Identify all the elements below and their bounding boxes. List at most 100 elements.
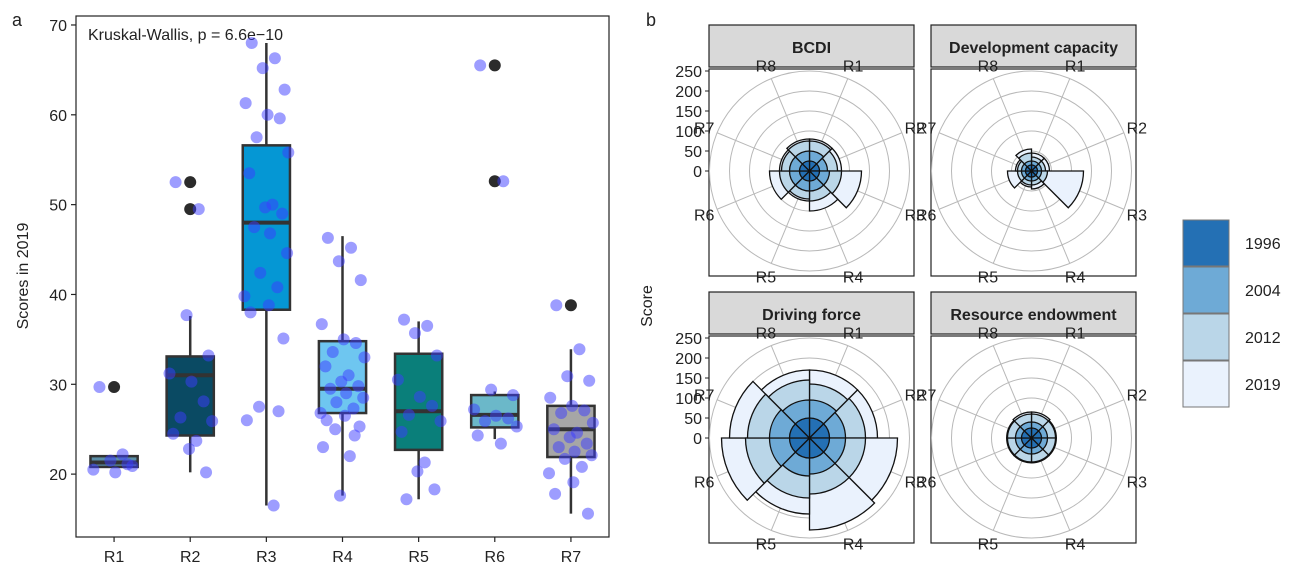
- data-point: [243, 167, 256, 180]
- data-point: [348, 429, 361, 442]
- grid-circle: [709, 70, 910, 272]
- data-point: [200, 466, 213, 479]
- r-tick-label: 250: [675, 331, 702, 348]
- data-point: [277, 332, 290, 345]
- y-tick-label: 30: [49, 377, 67, 394]
- grid-circle: [709, 337, 910, 539]
- data-point: [180, 309, 193, 322]
- data-point: [428, 483, 441, 496]
- data-point: [353, 420, 366, 433]
- data-point: [400, 493, 413, 506]
- outlier-point: [488, 175, 501, 188]
- data-point: [550, 299, 563, 312]
- data-point: [471, 429, 484, 442]
- outlier-point: [108, 380, 121, 393]
- data-point: [563, 431, 576, 444]
- data-point: [185, 375, 198, 388]
- data-point: [568, 445, 581, 458]
- data-point: [239, 97, 252, 110]
- data-point: [566, 399, 579, 412]
- r-tick-label: 250: [675, 64, 702, 81]
- data-point: [167, 427, 180, 440]
- data-point: [547, 423, 560, 436]
- data-point: [585, 449, 598, 462]
- data-point: [479, 415, 492, 428]
- data-point: [262, 299, 275, 312]
- data-point: [434, 415, 447, 428]
- data-point: [238, 290, 251, 303]
- legend-label: 1996: [1245, 236, 1281, 253]
- data-point: [430, 349, 443, 362]
- grid-circle: [951, 90, 1112, 252]
- data-point: [358, 351, 371, 364]
- polar-bar: [1023, 427, 1033, 440]
- data-point: [340, 387, 353, 400]
- category-label: R5: [978, 536, 999, 553]
- data-point: [317, 441, 330, 454]
- data-point: [261, 108, 274, 121]
- data-point: [330, 396, 343, 409]
- kruskal-wallis-annotation: Kruskal-Wallis, p = 6.6e−10: [88, 27, 283, 44]
- y-axis-label: Scores in 2019: [15, 223, 32, 330]
- x-tick-label: R3: [256, 549, 277, 566]
- data-point: [332, 255, 345, 268]
- data-point: [510, 420, 523, 433]
- data-point: [337, 333, 350, 346]
- category-label: R8: [978, 59, 999, 76]
- y-tick-label: 50: [49, 198, 67, 215]
- r-tick-label: 200: [675, 84, 702, 101]
- facet-title: Driving force: [762, 307, 861, 324]
- score-axis-label: Score: [639, 285, 656, 327]
- data-point: [418, 456, 431, 469]
- data-point: [395, 425, 408, 438]
- r-tick-label: 0: [693, 431, 702, 448]
- data-point: [580, 437, 593, 450]
- data-point: [494, 437, 507, 450]
- data-point: [315, 318, 328, 331]
- data-point: [567, 476, 580, 489]
- x-tick-label: R2: [180, 549, 201, 566]
- x-tick-label: R6: [485, 549, 506, 566]
- legend: 1996 2004 2012 2019: [1182, 219, 1281, 408]
- data-point: [272, 405, 285, 418]
- category-label: R2: [1127, 120, 1148, 137]
- grid-circle: [931, 70, 1132, 272]
- data-point: [586, 416, 599, 429]
- data-point: [421, 319, 434, 332]
- data-point: [335, 375, 348, 388]
- facet-strip: [930, 24, 1137, 68]
- data-point: [273, 112, 286, 125]
- category-label: R4: [843, 536, 864, 553]
- x-tick-label: R1: [104, 549, 125, 566]
- data-point: [426, 399, 439, 412]
- grid-circle: [951, 357, 1112, 519]
- grid-circle: [991, 397, 1072, 479]
- data-point: [581, 507, 594, 520]
- data-point: [357, 391, 370, 404]
- data-point: [163, 367, 176, 380]
- data-point: [281, 247, 294, 260]
- data-point: [256, 62, 269, 75]
- data-point: [259, 201, 272, 214]
- data-point: [555, 407, 568, 420]
- y-tick-label: 70: [49, 18, 67, 35]
- data-point: [321, 231, 334, 244]
- data-point: [326, 345, 339, 358]
- data-point: [276, 207, 289, 220]
- data-point: [468, 403, 481, 416]
- data-point: [271, 281, 284, 294]
- x-tick-label: R7: [561, 549, 582, 566]
- r-tick-label: 50: [684, 411, 702, 428]
- facet-strip: [708, 24, 915, 68]
- x-tick-label: R5: [408, 549, 429, 566]
- data-point: [549, 487, 562, 500]
- grid-circle: [729, 90, 890, 252]
- data-point: [93, 380, 106, 393]
- facet-panel: Resource endowment R1 R2 R3 R4 R5 R6 R7 R8: [916, 291, 1147, 553]
- legend-swatch: [1182, 219, 1230, 267]
- data-point: [474, 59, 487, 72]
- legend-label: 2004: [1245, 283, 1281, 300]
- data-point: [240, 414, 253, 427]
- category-label: R5: [756, 536, 777, 553]
- data-point: [502, 412, 515, 425]
